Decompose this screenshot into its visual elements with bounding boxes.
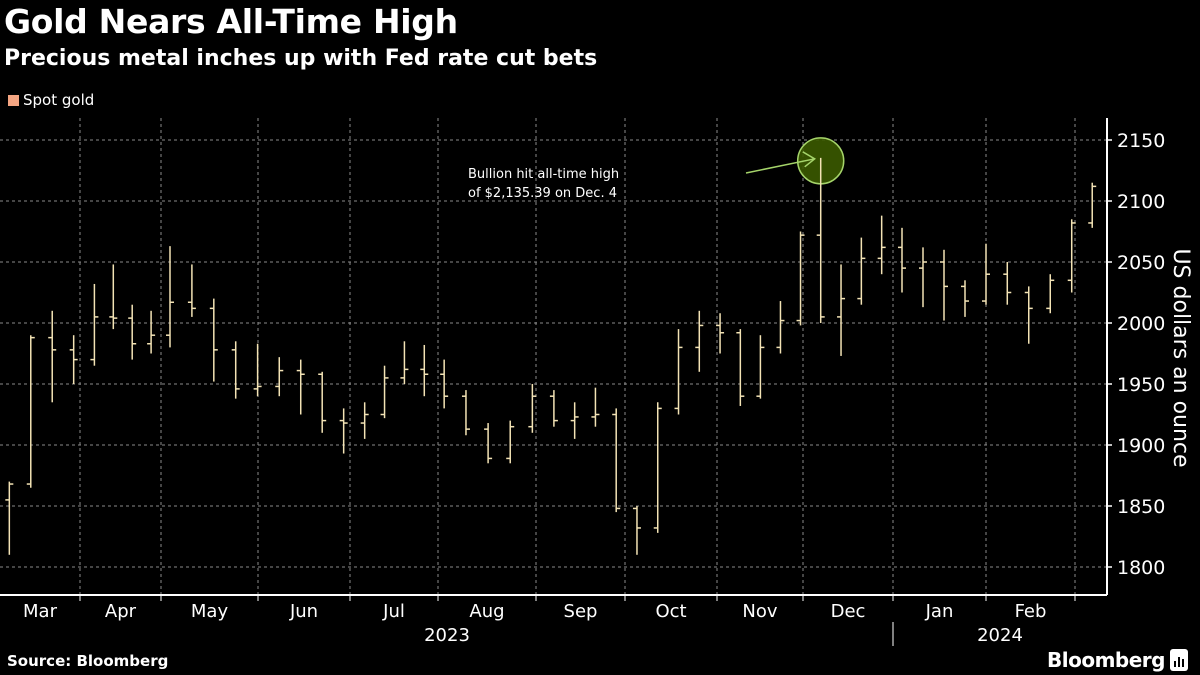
ohlc-bar [187, 264, 196, 317]
ohlc-bar [528, 384, 537, 433]
ohlc-bar [877, 215, 886, 275]
ohlc-bar [695, 310, 704, 372]
ohlc-bar [5, 481, 14, 555]
bloomberg-logo: Bloomberg [1047, 648, 1188, 672]
ohlc-bar [591, 387, 600, 427]
x-tick-label-jul: Jul [382, 601, 405, 622]
y-tick-label: 2100 [1117, 191, 1165, 213]
x-tick-label-may: May [191, 601, 229, 622]
year-label-2023: 2023 [424, 625, 470, 646]
ohlc-bar [570, 402, 579, 439]
y-tick-label: 1850 [1117, 496, 1165, 518]
ohlc-bar [440, 359, 449, 409]
ohlc-bar [776, 301, 785, 354]
ohlc-bar [461, 390, 470, 436]
x-tick-label-sep: Sep [564, 601, 598, 622]
ohlc-bar [318, 371, 327, 433]
ohlc-bar [166, 246, 174, 348]
ohlc-bar [982, 243, 990, 305]
annotation-line-2: of $2,135.39 on Dec. 4 [468, 186, 617, 201]
ohlc-bar [209, 298, 218, 382]
y-tick-label: 2000 [1117, 313, 1165, 335]
year-label-2024: 2024 [977, 625, 1023, 646]
annotation-text: Bullion hit all-time high of $2,135.39 o… [468, 165, 619, 203]
y-tick-label: 2050 [1117, 252, 1165, 274]
ohlc-bar [400, 341, 409, 384]
ohlc-bar [380, 365, 389, 419]
legend-swatch-spot-gold [8, 94, 19, 106]
x-tick-label-jun: Jun [289, 601, 318, 622]
ohlc-bar [940, 249, 948, 321]
ohlc-bar [857, 237, 866, 305]
legend: Spot gold [8, 91, 94, 109]
ohlc-bar [506, 420, 515, 464]
y-tick-label: 1800 [1117, 557, 1165, 579]
x-tick-label-aug: Aug [469, 601, 504, 622]
ohlc-bar [109, 264, 118, 330]
y-tick-label: 1900 [1117, 435, 1165, 457]
ohlc-bar [26, 335, 35, 488]
ohlc-bar [736, 329, 745, 406]
ohlc-bar [90, 283, 99, 366]
ohlc-bar [48, 310, 57, 403]
x-tick-label-mar: Mar [23, 601, 58, 622]
ohlc-bar [420, 344, 429, 397]
ohlc-bar [796, 231, 805, 326]
ohlc-bar [1024, 286, 1033, 344]
terminal-icon [1169, 649, 1188, 671]
x-tick-label-apr: Apr [105, 601, 137, 622]
ohlc-bar [296, 359, 305, 415]
ohlc-bar [339, 408, 348, 454]
x-tick-label-nov: Nov [742, 601, 777, 622]
x-tick-label-jan: Jan [925, 601, 954, 622]
x-tick-label-oct: Oct [655, 601, 686, 622]
legend-label-spot-gold: Spot gold [23, 91, 95, 109]
logo-text: Bloomberg [1047, 648, 1165, 672]
ohlc-bar [1003, 262, 1012, 305]
ohlc-bar [632, 506, 641, 555]
chart-subtitle: Precious metal inches up with Fed rate c… [4, 46, 598, 71]
ohlc-bar [816, 157, 825, 323]
ohlc-bar [253, 343, 262, 397]
ohlc-bar [653, 402, 662, 533]
annotation-arrow-head-icon [802, 151, 817, 168]
ohlc-bar [128, 304, 137, 360]
x-tick-label-feb: Feb [1015, 601, 1047, 622]
ohlc-bar [674, 329, 683, 415]
ohlc-bar [1046, 274, 1055, 314]
ohlc-bar [549, 390, 558, 427]
ohlc-bar [69, 335, 78, 384]
ohlc-bar [275, 357, 284, 397]
annotation-line-1: Bullion hit all-time high [468, 167, 620, 182]
ohlc-bar [612, 408, 621, 513]
ohlc-bar [961, 280, 969, 317]
ohlc-bar [898, 227, 906, 293]
source-note: Source: Bloomberg [7, 652, 169, 670]
ohlc-bar [837, 264, 846, 356]
chart-title: Gold Nears All-Time High [4, 2, 458, 41]
y-axis-title: US dollars an ounce [1168, 248, 1193, 467]
ohlc-bar [484, 423, 493, 464]
x-tick-label-dec: Dec [831, 601, 866, 622]
ohlc-bar [716, 313, 725, 354]
ohlc-bar [360, 402, 369, 439]
annotation-arrow-line [745, 158, 815, 174]
ohlc-bar [1067, 219, 1076, 293]
y-tick-label: 2150 [1117, 130, 1165, 152]
ohlc-bar [919, 247, 927, 308]
ohlc-bar [1088, 182, 1097, 228]
ohlc-bar [231, 341, 240, 399]
y-tick-label: 1950 [1117, 374, 1165, 396]
ohlc-bar [756, 335, 765, 399]
ohlc-bar [147, 310, 156, 354]
